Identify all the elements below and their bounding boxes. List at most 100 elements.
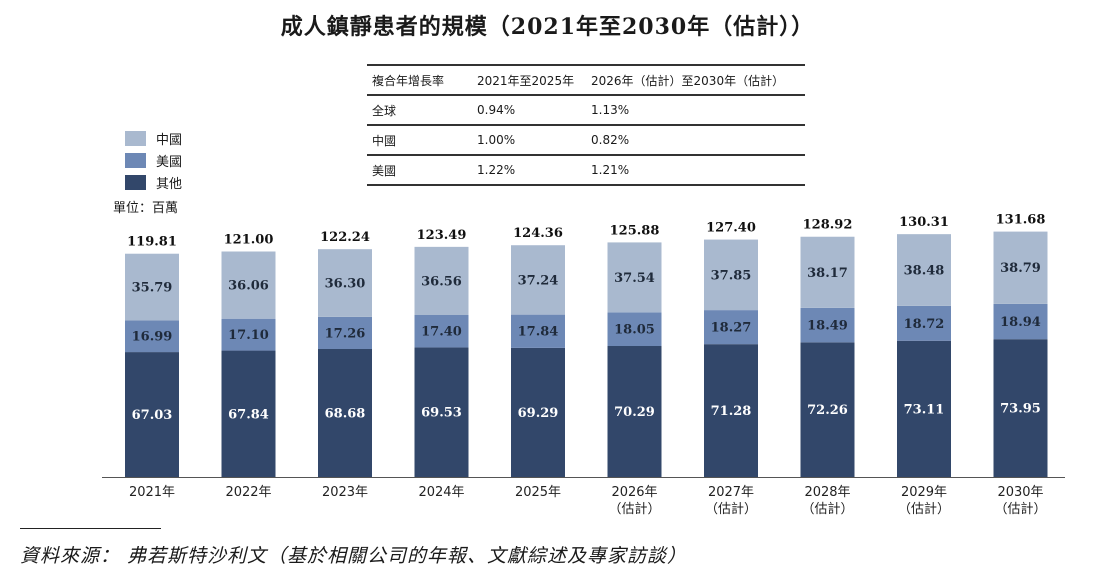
data-label-china: 38.79 [1000, 261, 1041, 276]
data-label-us: 18.72 [904, 317, 945, 332]
bar-segment-china [993, 231, 1048, 304]
bar-segment-us [800, 307, 855, 343]
cagr-value-cell: 1.00% [477, 133, 516, 147]
cagr-header-cell: 2021年至2025年 [477, 73, 575, 88]
legend-item-china: 中國 [125, 127, 182, 149]
unit-label: 單位：百萬 [113, 201, 179, 216]
bar-segment-us [125, 320, 179, 353]
source-note: 資料來源： 弗若斯特沙利文（基於相關公司的年報、文獻綜述及專家訪談） [20, 545, 688, 567]
x-tick-label: 2022年 [225, 485, 271, 500]
bar-segment-other [897, 340, 951, 477]
total-label: 122.24 [320, 230, 370, 245]
cagr-value-cell: 0.94% [477, 103, 516, 117]
total-label: 128.92 [803, 218, 853, 233]
x-tick-label: 2027年 [708, 485, 754, 500]
total-label: 121.00 [224, 233, 274, 248]
data-label-us: 18.94 [1000, 315, 1041, 330]
x-tick-label: 2025年 [515, 485, 561, 500]
data-label-china: 38.48 [904, 264, 945, 279]
data-label-china: 36.56 [421, 274, 462, 289]
bar-segment-other [125, 352, 179, 477]
data-label-us: 16.99 [132, 330, 173, 345]
total-label: 119.81 [127, 235, 177, 250]
x-tick-label: （估計） [994, 501, 1046, 517]
cagr-value-cell: 0.82% [591, 133, 630, 147]
cagr-table: 複合年增長率 2021年至2025年 2026年（估計）至2030年（估計） 全… [367, 64, 805, 186]
data-label-china: 37.54 [614, 271, 655, 286]
data-label-us: 18.49 [807, 319, 848, 334]
bar-segment-china [607, 242, 662, 313]
legend-label: 美國 [156, 154, 183, 170]
bar-segment-us [897, 305, 951, 341]
bar-segment-china [800, 236, 855, 308]
total-label: 125.88 [610, 223, 660, 238]
cagr-header-cell: 複合年增長率 [372, 73, 445, 88]
legend-item-other: 其他 [125, 171, 182, 193]
chart-legend: 中國 美國 其他 [125, 127, 182, 193]
data-label-china: 36.30 [325, 277, 366, 292]
x-tick-label: （估計） [898, 501, 950, 517]
total-label: 124.36 [513, 226, 563, 241]
bar-segment-us [511, 314, 565, 348]
data-label-other: 69.53 [421, 406, 462, 421]
data-label-other: 73.11 [904, 402, 945, 417]
data-label-other: 68.68 [325, 407, 366, 422]
cagr-header-cell: 2026年（估計）至2030年（估計） [591, 73, 785, 88]
bar-segment-us [993, 303, 1048, 340]
cagr-value-cell: 1.13% [591, 103, 630, 117]
x-tick-label: 2024年 [418, 485, 464, 500]
legend-swatch-other [125, 174, 146, 190]
legend-label: 其他 [156, 176, 183, 192]
legend-swatch-us [125, 152, 146, 168]
bar-segment-us [414, 314, 469, 348]
data-label-china: 38.17 [807, 266, 848, 281]
data-label-other: 72.26 [807, 403, 848, 418]
bar-segment-china [221, 251, 276, 319]
bar-segment-china [414, 246, 469, 315]
data-label-us: 17.40 [421, 325, 462, 340]
legend-swatch-china [125, 130, 146, 146]
x-tick-label: （估計） [705, 501, 757, 517]
data-label-other: 70.29 [614, 405, 655, 420]
legend-label: 中國 [156, 132, 183, 148]
data-label-china: 36.06 [228, 279, 269, 294]
bar-segment-us [318, 316, 372, 350]
total-label: 123.49 [417, 228, 467, 243]
data-label-us: 17.26 [325, 326, 366, 341]
bar-segment-other [414, 347, 469, 477]
x-tick-label: （估計） [801, 501, 853, 517]
data-label-us: 18.27 [711, 321, 752, 336]
cagr-header-row: 複合年增長率 2021年至2025年 2026年（估計）至2030年（估計） [367, 65, 805, 95]
total-label: 127.40 [706, 221, 756, 236]
data-label-other: 67.84 [228, 407, 269, 422]
data-label-other: 73.95 [1000, 402, 1041, 417]
data-label-china: 37.85 [711, 268, 752, 283]
data-label-china: 35.79 [132, 281, 173, 296]
bar-segment-us [704, 310, 758, 345]
data-label-other: 67.03 [132, 408, 173, 423]
x-tick-label: 2030年 [997, 485, 1043, 500]
cagr-value-cell: 1.22% [477, 163, 516, 177]
legend-item-us: 美國 [125, 149, 182, 171]
cagr-row: 全球 0.94% 1.13% [367, 95, 805, 125]
bar-segment-china [125, 253, 179, 321]
bar-segment-china [704, 239, 758, 311]
chart-title: 成人鎮靜患者的規模（2021年至2030年（估計）） [280, 14, 815, 40]
cagr-region-cell: 全球 [372, 103, 397, 118]
data-label-us: 18.05 [614, 323, 655, 338]
cagr-row: 美國 1.22% 1.21% [367, 155, 805, 185]
cagr-value-cell: 1.21% [591, 163, 630, 177]
bar-segment-china [511, 245, 565, 315]
total-label: 131.68 [996, 213, 1046, 228]
bar-segment-china [897, 234, 951, 306]
bar-segment-other [607, 346, 662, 477]
data-label-other: 69.29 [518, 406, 559, 421]
data-label-us: 17.10 [228, 328, 269, 343]
data-label-other: 71.28 [711, 404, 752, 419]
x-tick-label: （估計） [608, 501, 660, 517]
cagr-region-cell: 美國 [372, 163, 397, 178]
data-label-china: 37.24 [518, 273, 559, 288]
x-tick-label: 2029年 [901, 485, 947, 500]
total-label: 130.31 [899, 215, 949, 230]
x-tick-label: 2023年 [322, 485, 368, 500]
